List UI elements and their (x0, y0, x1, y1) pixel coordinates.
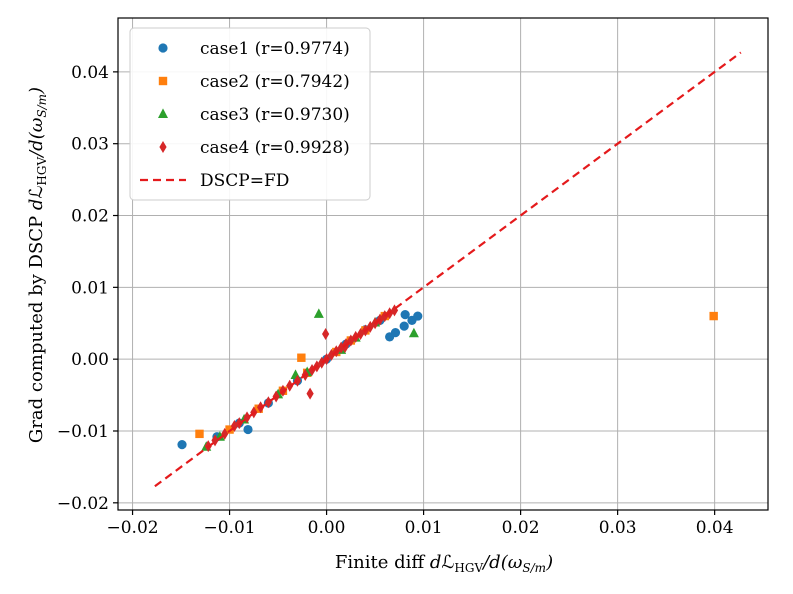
y-tick-label: 0.00 (71, 350, 109, 370)
data-point-case1 (390, 327, 401, 338)
data-point-case1 (177, 440, 187, 450)
x-tick-label: −0.02 (106, 518, 158, 538)
data-points-layer (177, 304, 718, 453)
data-point-case3 (408, 327, 419, 338)
data-point-case1 (400, 310, 410, 320)
y-tick-label: 0.03 (71, 135, 109, 155)
y-tick-label: 0.04 (71, 63, 109, 83)
data-point-case4 (286, 379, 294, 392)
data-point-case2 (297, 353, 306, 362)
legend-marker-case1 (158, 43, 168, 53)
x-tick-label: 0.03 (599, 518, 637, 538)
legend: case1 (r=0.9774) case2 (r=0.7942) case3 (r… (129, 27, 371, 201)
legend-marker-case4 (159, 141, 167, 153)
grid-lines (118, 18, 768, 510)
plot-area-frame (117, 17, 769, 511)
data-point-case4 (390, 304, 399, 317)
y-tick-label: −0.02 (57, 494, 109, 514)
legend-label-case3: case3 (r=0.9730) (200, 105, 350, 125)
data-point-case1 (243, 424, 253, 435)
y-axis-label: Grad computed by DSCP dℒHGV/d(ωS/m) (26, 87, 49, 443)
x-tick-label: 0.00 (308, 518, 346, 538)
legend-marker-case3 (158, 108, 168, 118)
legend-label-case4: case4 (r=0.9928) (200, 138, 350, 158)
data-point-case4 (341, 340, 349, 353)
axis-ticks: −0.02 −0.01 0.00 0.01 0.02 0.03 0.04 −0.02 −0.01… (57, 63, 734, 538)
x-tick-label: 0.04 (696, 518, 734, 538)
data-point-case4 (306, 387, 314, 400)
reference-line-layer (154, 51, 742, 488)
y-tick-label: 0.01 (71, 278, 109, 298)
x-axis-label: Finite diff dℒHGV/d(ωS/m) (335, 552, 553, 575)
y-tick-label: 0.02 (71, 207, 109, 227)
data-point-case4 (327, 348, 336, 361)
data-point-case1 (413, 311, 423, 321)
y-tick-label: −0.01 (57, 422, 109, 442)
reference-line-dscp-fd (154, 51, 742, 488)
data-point-case3 (313, 308, 324, 318)
legend-box (129, 27, 371, 201)
data-point-case4 (264, 396, 272, 409)
x-tick-label: 0.01 (405, 518, 443, 538)
data-point-case2 (225, 425, 234, 434)
data-point-case4 (293, 374, 302, 387)
x-tick-label: −0.01 (204, 518, 256, 538)
legend-label-case1: case1 (r=0.9774) (200, 39, 350, 59)
data-point-case2 (195, 429, 204, 439)
legend-label-reference-line: DSCP=FD (200, 171, 289, 191)
data-point-case2 (709, 311, 718, 321)
legend-marker-case2 (158, 76, 168, 86)
series-case2 (195, 311, 718, 439)
legend-label-case2: case2 (r=0.7942) (200, 72, 350, 92)
data-point-case1 (399, 321, 409, 331)
data-point-case4 (322, 328, 330, 341)
x-tick-label: 0.02 (502, 518, 540, 538)
